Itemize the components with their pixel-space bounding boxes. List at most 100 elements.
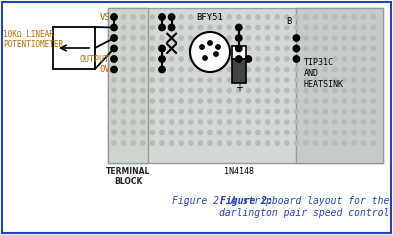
Circle shape [294, 15, 299, 19]
Circle shape [294, 25, 299, 30]
Circle shape [285, 46, 289, 51]
Circle shape [112, 46, 116, 51]
Circle shape [314, 78, 318, 82]
Circle shape [169, 88, 174, 93]
Circle shape [362, 110, 366, 114]
Circle shape [150, 78, 154, 82]
Circle shape [179, 25, 183, 30]
Circle shape [227, 46, 231, 51]
Circle shape [256, 15, 260, 19]
Circle shape [294, 130, 299, 135]
Circle shape [131, 99, 135, 103]
Circle shape [121, 25, 126, 30]
Circle shape [285, 57, 289, 61]
Circle shape [198, 25, 202, 30]
Circle shape [160, 67, 164, 72]
Circle shape [266, 46, 270, 51]
Circle shape [169, 36, 174, 40]
Circle shape [304, 57, 308, 61]
Circle shape [285, 25, 289, 30]
Circle shape [227, 15, 231, 19]
Circle shape [160, 36, 164, 40]
Circle shape [150, 57, 154, 61]
Circle shape [169, 15, 174, 19]
Circle shape [275, 120, 279, 124]
Circle shape [352, 99, 356, 103]
Circle shape [371, 57, 375, 61]
Circle shape [198, 141, 202, 145]
Circle shape [160, 141, 164, 145]
Circle shape [266, 110, 270, 114]
Circle shape [198, 88, 202, 93]
Circle shape [179, 36, 183, 40]
Circle shape [179, 67, 183, 72]
Circle shape [141, 99, 145, 103]
Circle shape [304, 25, 308, 30]
Circle shape [111, 35, 117, 41]
Circle shape [323, 46, 327, 51]
Circle shape [352, 130, 356, 135]
Circle shape [179, 15, 183, 19]
Circle shape [111, 66, 117, 73]
Circle shape [131, 120, 135, 124]
Circle shape [304, 67, 308, 72]
Circle shape [285, 15, 289, 19]
Circle shape [304, 78, 308, 82]
Circle shape [323, 120, 327, 124]
Circle shape [245, 56, 252, 62]
Circle shape [314, 46, 318, 51]
Circle shape [227, 57, 231, 61]
Circle shape [314, 36, 318, 40]
Circle shape [217, 120, 222, 124]
Circle shape [112, 130, 116, 135]
Circle shape [189, 120, 193, 124]
Circle shape [208, 46, 212, 51]
Circle shape [352, 25, 356, 30]
Circle shape [275, 25, 279, 30]
Circle shape [256, 110, 260, 114]
Circle shape [150, 67, 154, 72]
Circle shape [208, 99, 212, 103]
Bar [108, 8, 148, 163]
Circle shape [285, 88, 289, 93]
Circle shape [342, 88, 347, 93]
Circle shape [333, 88, 337, 93]
Circle shape [256, 120, 260, 124]
Circle shape [294, 67, 299, 72]
Circle shape [314, 88, 318, 93]
Circle shape [227, 99, 231, 103]
Circle shape [227, 67, 231, 72]
Circle shape [112, 57, 116, 61]
Circle shape [121, 88, 126, 93]
Circle shape [304, 46, 308, 51]
Circle shape [112, 141, 116, 145]
Circle shape [217, 141, 222, 145]
Circle shape [246, 99, 250, 103]
Circle shape [371, 120, 375, 124]
Circle shape [246, 88, 250, 93]
Circle shape [304, 36, 308, 40]
Text: TERMINAL: TERMINAL [106, 167, 150, 176]
Circle shape [150, 15, 154, 19]
Circle shape [159, 45, 165, 52]
Circle shape [285, 141, 289, 145]
Circle shape [141, 46, 145, 51]
Bar [53, 27, 95, 69]
Text: VS: VS [99, 12, 110, 21]
Circle shape [112, 25, 116, 30]
Circle shape [237, 120, 241, 124]
Circle shape [352, 88, 356, 93]
Circle shape [371, 99, 375, 103]
Circle shape [314, 15, 318, 19]
Text: TIP31C: TIP31C [304, 58, 334, 67]
Circle shape [121, 46, 126, 51]
Circle shape [141, 141, 145, 145]
Circle shape [362, 88, 366, 93]
Circle shape [168, 14, 175, 20]
Circle shape [198, 130, 202, 135]
Circle shape [131, 88, 135, 93]
Circle shape [131, 78, 135, 82]
Circle shape [304, 141, 308, 145]
Circle shape [352, 46, 356, 51]
Circle shape [256, 130, 260, 135]
